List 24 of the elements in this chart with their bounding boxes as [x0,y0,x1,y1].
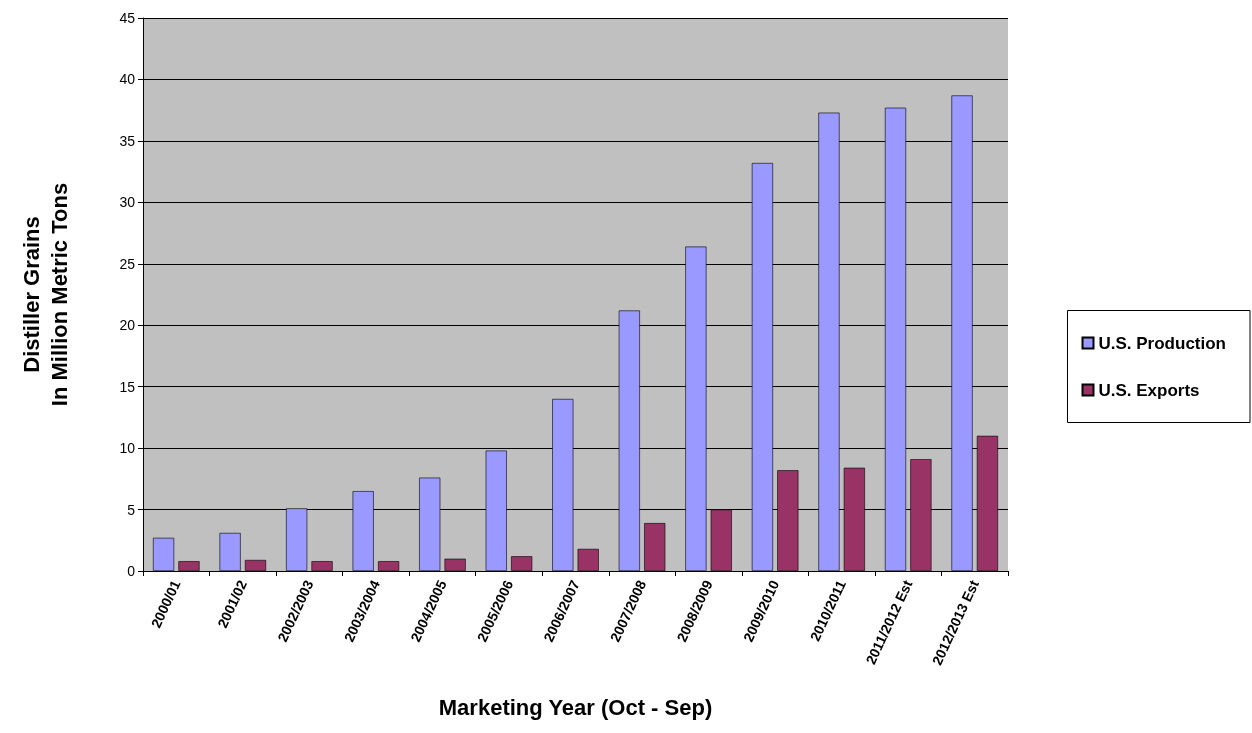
y-tick-label: 5 [127,501,136,518]
bar [577,548,599,571]
y-tick-label: 25 [119,255,136,272]
x-axis-title: Marketing Year (Oct - Sep) [438,694,713,720]
y-tick-label: 45 [119,10,136,26]
y-tick-label: 0 [127,563,136,579]
bar [178,561,200,571]
bar [444,558,466,571]
bar [152,537,175,571]
y-tick-label: 40 [119,71,136,88]
bar [311,561,333,571]
legend-label: U.S. Production [1098,333,1226,353]
y-tick-label: 20 [119,317,136,334]
y-tick-label: 10 [119,440,136,457]
y-tick-label: 35 [119,132,136,149]
y-axis-title: Distiller Grains In Million Metric Tons [18,182,72,407]
y-tick-label: 30 [119,194,136,211]
bar [511,556,533,571]
bar [378,561,400,571]
bar [244,559,267,571]
legend-label: U.S. Exports [1098,380,1200,400]
bar [219,532,241,571]
y-tick-label: 15 [119,378,136,395]
bar [644,523,666,571]
